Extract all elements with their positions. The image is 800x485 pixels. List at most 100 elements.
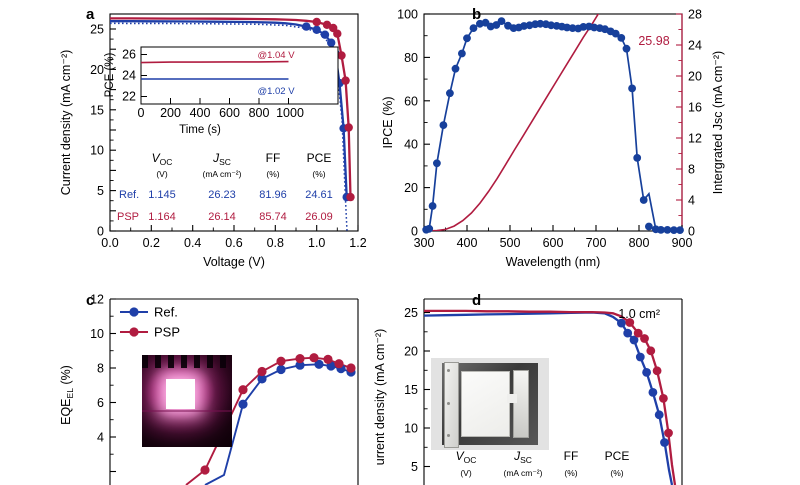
panel-a-ytick-20: 20 bbox=[90, 63, 104, 77]
panel-b-y-axis-label: IPCE (%) bbox=[381, 96, 395, 148]
panel-c-ytick-10: 10 bbox=[90, 327, 104, 341]
panel-b-ytick-right-16: 16 bbox=[688, 101, 702, 115]
panel-a-inset-x-axis-label: Time (s) bbox=[179, 124, 221, 136]
panel-a-y-axis-label: Current density (mA cm⁻²) bbox=[59, 50, 73, 196]
legend-marker-psp-icon bbox=[129, 327, 138, 336]
panel-a-ytick-15: 15 bbox=[90, 103, 104, 117]
panel-b-x-axis-label: Wavelength (nm) bbox=[506, 255, 601, 269]
panel-b-ytick-right-20: 20 bbox=[688, 70, 702, 84]
panel-a-inset-xtick-3: 600 bbox=[219, 106, 240, 120]
panel-b-xtick-900: 900 bbox=[672, 236, 693, 250]
panel-a-row-psp-voc: 1.164 bbox=[148, 211, 176, 223]
panel-a-xtick-5: 1.0 bbox=[308, 236, 325, 250]
panel-d-ytick-10: 10 bbox=[404, 422, 418, 436]
panel-a-row-ref: Ref. 1.145 26.23 81.96 24.61 bbox=[119, 189, 333, 201]
panel-b-ytick-right-12: 12 bbox=[688, 132, 702, 146]
panel-a-inset-annotation-red: @1.04 V bbox=[257, 50, 295, 61]
panel-c-legend-item-ref[interactable]: Ref. bbox=[120, 305, 178, 320]
panel-a-row-psp-jsc: 26.14 bbox=[208, 211, 236, 223]
panel-d-table: VOC JSC FF PCE (V) (mA cm⁻²) (%) (%) bbox=[456, 449, 630, 478]
panel-a-ytick-10: 10 bbox=[90, 144, 104, 158]
panel-d-unit-jsc: (mA cm⁻²) bbox=[504, 468, 543, 478]
panel-d-unit-voc: (V) bbox=[460, 468, 472, 478]
panel-a-x-axis-label: Voltage (V) bbox=[203, 255, 265, 269]
panel-b-ytick-40: 40 bbox=[404, 138, 418, 152]
panel-a-xtick-6: 1.2 bbox=[349, 236, 366, 250]
panel-d-annotation-area: 1.0 cm² bbox=[618, 307, 660, 321]
panel-a-row-ref-name: Ref. bbox=[119, 189, 139, 201]
panel-a-inset-ytick-26: 26 bbox=[122, 48, 136, 62]
panel-a-unit-voc: (V) bbox=[156, 169, 168, 179]
panel-a-inset-annotation-blue: @1.02 V bbox=[257, 86, 295, 97]
panel-d-photo-screw-bot bbox=[447, 434, 450, 437]
panel-a-th-jsc: JSC bbox=[212, 151, 231, 167]
panel-b-ytick-100: 100 bbox=[397, 8, 418, 22]
panel-d-photo-right-contact bbox=[513, 370, 529, 438]
panel-d-ytick-15: 15 bbox=[404, 383, 418, 397]
panel-d-th-jsc: JSC bbox=[513, 449, 532, 465]
panel-d-inset-photo bbox=[431, 358, 549, 450]
panel-c-legend-label-ref: Ref. bbox=[154, 305, 178, 320]
panel-a-inset-xtick-0: 0 bbox=[138, 106, 145, 120]
panel-d-ytick-5: 5 bbox=[411, 460, 418, 474]
panel-d-ytick-20: 20 bbox=[404, 345, 418, 359]
panel-c-photo-comb-mask bbox=[142, 355, 232, 368]
panel-b-ytick-80: 80 bbox=[404, 51, 418, 65]
panel-d-photo-screw-mid bbox=[447, 402, 450, 405]
panel-c-ytick-6: 6 bbox=[97, 396, 104, 410]
panel-a-row-ref-jsc: 26.23 bbox=[208, 189, 236, 201]
panel-a: 0 5 10 15 20 25 0.0 0.2 0.4 0.6 0.8 1.0 … bbox=[0, 0, 400, 280]
panel-d-y-axis-label: urrent density (mA cm⁻²) bbox=[373, 329, 387, 466]
panel-a-xtick-2: 0.4 bbox=[184, 236, 201, 250]
panel-c-y-axis-label: EQEEL (%) bbox=[59, 365, 75, 425]
panel-b-y-ticks-left: 0 20 40 60 80 100 bbox=[397, 8, 430, 239]
panel-d-th-pce: PCE bbox=[605, 449, 630, 463]
panel-c-legend: Ref. PSP bbox=[120, 305, 180, 340]
panel-b-ytick-right-8: 8 bbox=[688, 163, 695, 177]
panel-c-y-ticks: 12 10 8 6 4 bbox=[90, 293, 116, 472]
panel-a-th-pce: PCE bbox=[307, 151, 332, 165]
panel-c-ytick-12: 12 bbox=[90, 293, 104, 307]
panel-c-ytick-8: 8 bbox=[97, 362, 104, 376]
panel-c-photo-seam bbox=[142, 410, 232, 412]
panel-a-row-ref-voc: 1.145 bbox=[148, 189, 176, 201]
panel-d-unit-pce: (%) bbox=[610, 468, 623, 478]
panel-d-photo-bridge bbox=[507, 394, 517, 403]
panel-a-xtick-1: 0.2 bbox=[143, 236, 160, 250]
panel-a-inset: 0 200 400 600 800 1000 22 24 26 Time (s)… bbox=[104, 47, 338, 136]
panel-a-row-psp-ff: 85.74 bbox=[259, 211, 287, 223]
panel-b-ytick-20: 20 bbox=[404, 181, 418, 195]
panel-a-th-voc: VOC bbox=[152, 151, 173, 167]
panel-c-inset-photo bbox=[142, 355, 232, 447]
panel-b-ytick-right-4: 4 bbox=[688, 194, 695, 208]
panel-b-xtick-600: 600 bbox=[543, 236, 564, 250]
panel-b-ytick-60: 60 bbox=[404, 94, 418, 108]
panel-a-row-ref-ff: 81.96 bbox=[259, 189, 287, 201]
panel-a-unit-jsc: (mA cm⁻²) bbox=[203, 169, 242, 179]
panel-d-ytick-25: 25 bbox=[404, 306, 418, 320]
panel-a-inset-xtick-4: 800 bbox=[249, 106, 270, 120]
panel-b-xtick-700: 700 bbox=[586, 236, 607, 250]
panel-a-unit-ff: (%) bbox=[266, 169, 279, 179]
panel-b: 0 20 40 60 80 100 0 4 8 12 16 20 24 28 bbox=[400, 0, 800, 280]
panel-a-ytick-5: 5 bbox=[97, 184, 104, 198]
panel-a-inset-y-axis-label: PCE (%) bbox=[104, 52, 116, 97]
panel-b-annotation-jsc: 25.98 bbox=[638, 34, 669, 48]
legend-marker-ref-icon bbox=[129, 307, 138, 316]
panel-b-y-ticks-right bbox=[676, 14, 682, 231]
panel-b-xtick-800: 800 bbox=[629, 236, 650, 250]
panel-d-unit-ff: (%) bbox=[564, 468, 577, 478]
panel-b-xtick-500: 500 bbox=[500, 236, 521, 250]
panel-a-ytick-25: 25 bbox=[90, 23, 104, 37]
panel-a-th-ff: FF bbox=[266, 151, 281, 165]
panel-a-inset-ytick-22: 22 bbox=[122, 90, 136, 104]
panel-b-y-axis-label-right: Intergrated Jsc (mA cm⁻²) bbox=[711, 51, 725, 194]
panel-b-xtick-400: 400 bbox=[457, 236, 478, 250]
panel-d-th-ff: FF bbox=[564, 449, 579, 463]
panel-a-table: VOC JSC FF PCE (V) (mA cm⁻²) (%) (%) Ref… bbox=[117, 151, 333, 223]
panel-d-th-voc: VOC bbox=[456, 449, 477, 465]
panel-b-ytick-right-24: 24 bbox=[688, 39, 702, 53]
panel-c-legend-label-psp: PSP bbox=[154, 325, 180, 340]
panel-a-inset-xtick-5: 1000 bbox=[276, 106, 304, 120]
panel-c-legend-item-psp[interactable]: PSP bbox=[120, 325, 180, 340]
